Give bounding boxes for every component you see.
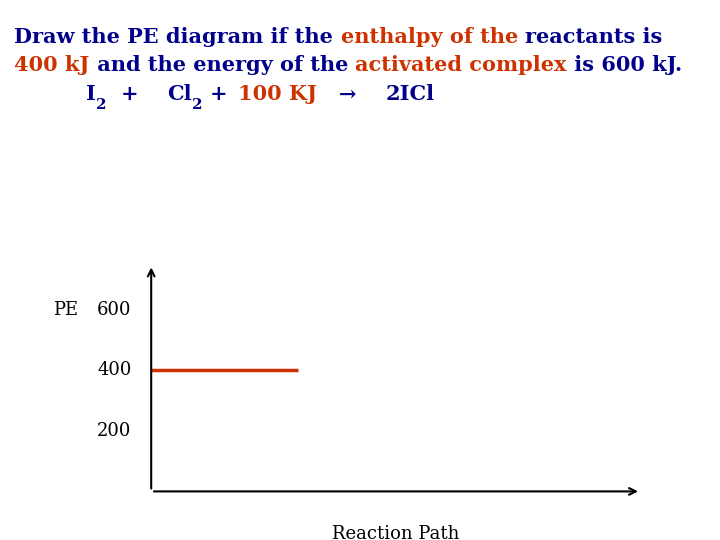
Text: reactants is: reactants is	[525, 27, 662, 47]
Text: 200: 200	[97, 422, 132, 440]
Text: is 600 kJ.: is 600 kJ.	[567, 55, 682, 75]
Text: activated complex: activated complex	[355, 55, 567, 75]
Text: Cl: Cl	[168, 84, 192, 104]
Text: 600: 600	[97, 301, 132, 319]
Text: 2: 2	[96, 98, 107, 112]
Text: and the energy of the: and the energy of the	[90, 55, 355, 75]
Text: +: +	[210, 84, 228, 104]
Text: 400: 400	[97, 361, 132, 380]
Text: I: I	[86, 84, 96, 104]
Text: 2: 2	[192, 98, 203, 112]
Text: →: →	[339, 84, 356, 104]
Text: 400 kJ: 400 kJ	[14, 55, 90, 75]
Text: +: +	[121, 84, 139, 104]
Text: 2ICl: 2ICl	[385, 84, 434, 104]
Text: Reaction Path: Reaction Path	[333, 525, 459, 540]
Text: enthalpy of the: enthalpy of the	[341, 27, 525, 47]
Text: PE: PE	[53, 301, 78, 319]
Text: Draw the PE diagram if the: Draw the PE diagram if the	[14, 27, 341, 47]
Text: 100 KJ: 100 KJ	[238, 84, 318, 104]
